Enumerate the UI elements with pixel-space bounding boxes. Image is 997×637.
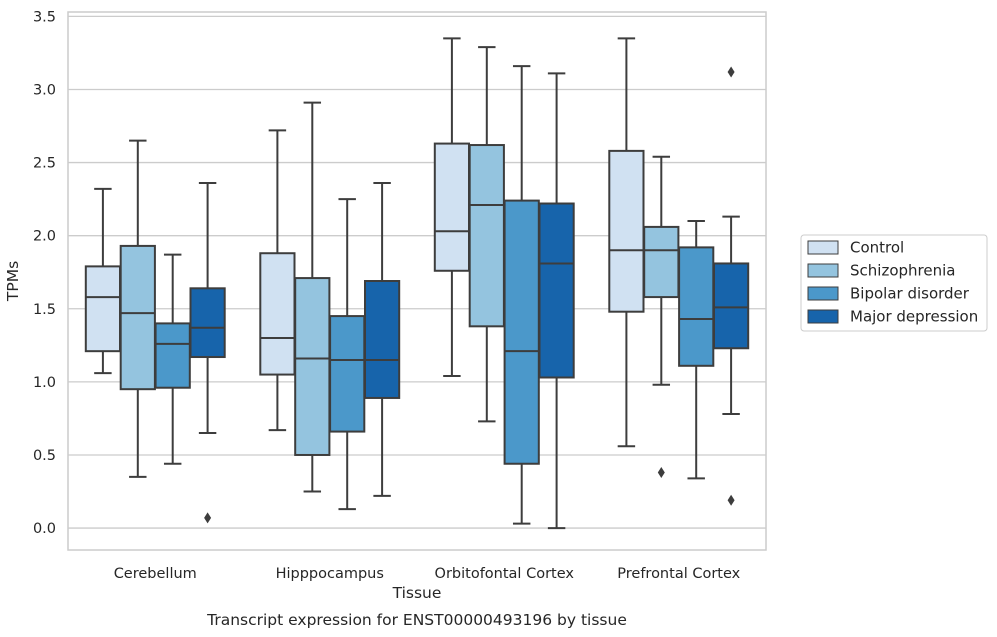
box-body [644, 227, 678, 297]
x-axis-label: Tissue [392, 584, 442, 602]
box [156, 255, 190, 464]
box [190, 183, 224, 523]
box [644, 157, 678, 478]
box [86, 189, 120, 373]
legend-label: Bipolar disorder [850, 285, 970, 303]
legend-label: Schizophrenia [850, 262, 955, 280]
box-body [86, 266, 120, 351]
y-axis-label: TPMs [4, 261, 22, 302]
legend-swatch [808, 241, 838, 254]
legend-swatch [808, 287, 838, 300]
box-body [609, 151, 643, 312]
box [295, 103, 329, 492]
box-body [260, 253, 294, 374]
box-body [190, 288, 224, 357]
box-body [679, 247, 713, 365]
box [121, 141, 155, 477]
box-body [539, 204, 573, 378]
outlier-point [658, 467, 665, 478]
box-body [365, 281, 399, 398]
x-tick-label: Orbitofontal Cortex [435, 566, 575, 582]
legend-swatch [808, 310, 838, 323]
y-tick-labels: 0.0 0.5 1.0 1.5 2.0 2.5 3.0 3.5 [33, 9, 56, 537]
chart-caption: Transcript expression for ENST0000049319… [206, 611, 627, 629]
box [679, 221, 713, 478]
box [470, 47, 504, 421]
y-tick-label: 1.5 [33, 302, 56, 318]
legend-label: Major depression [850, 308, 978, 326]
x-tick-label: Cerebellum [114, 566, 197, 582]
outlier-point [728, 66, 735, 77]
x-tick-label: Hipppocampus [276, 566, 384, 582]
legend-swatch [808, 264, 838, 277]
x-tick-label: Prefrontal Cortex [617, 566, 740, 582]
y-tick-label: 2.0 [33, 229, 56, 245]
box [539, 73, 573, 528]
box-plot-chart: 0.0 0.5 1.0 1.5 2.0 2.5 3.0 3.5 Cerebellum Hippp… [0, 0, 997, 637]
box-body [470, 145, 504, 326]
legend-label: Control [850, 239, 904, 257]
box-body [121, 246, 155, 389]
box [330, 199, 364, 509]
y-tick-label: 0.0 [33, 521, 56, 537]
y-tick-label: 3.5 [33, 9, 56, 25]
box-body [330, 316, 364, 431]
y-tick-label: 0.5 [33, 448, 56, 464]
box-body [505, 201, 539, 464]
box [505, 66, 539, 524]
x-tick-labels: Cerebellum Hipppocampus Orbitofontal Corte… [114, 566, 741, 582]
box-body [714, 263, 748, 348]
outlier-point [728, 495, 735, 506]
box [714, 66, 748, 505]
outlier-point [204, 512, 211, 523]
y-tick-label: 3.0 [33, 82, 56, 98]
box-body [295, 278, 329, 455]
box [365, 183, 399, 496]
y-tick-label: 1.0 [33, 375, 56, 391]
box-body [156, 323, 190, 387]
box [260, 130, 294, 430]
box-body [435, 144, 469, 271]
y-tick-label: 2.5 [33, 156, 56, 172]
legend: Control Schizophrenia Bipolar disorder Majo… [801, 235, 987, 331]
box [609, 38, 643, 446]
